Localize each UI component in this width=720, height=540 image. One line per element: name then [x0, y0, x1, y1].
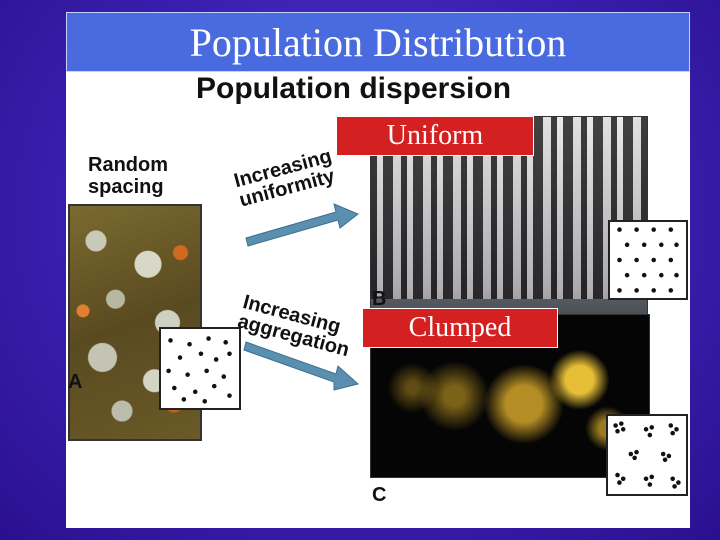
- uniform-caption: Uniform: [336, 116, 534, 156]
- panel-letter-a: A: [68, 371, 83, 393]
- random-label-line2: spacing: [88, 176, 164, 198]
- random-label-line1: Random: [88, 154, 168, 176]
- aggregation-arrow: [243, 341, 360, 391]
- figure-heading: Population dispersion: [196, 72, 512, 105]
- slide-title: Population Distribution: [66, 12, 690, 72]
- uniformity-arrow: [245, 203, 359, 247]
- clumped-caption: Clumped: [362, 308, 558, 348]
- clumped-dot-pattern: [606, 414, 688, 496]
- uniform-dots-svg: [617, 227, 679, 293]
- random-dot-pattern: [159, 327, 241, 410]
- clumped-dots-svg: [613, 421, 681, 489]
- panel-letter-b: B: [372, 288, 387, 310]
- panel-letter-c: C: [372, 484, 387, 506]
- figure-panel: Population dispersion Random spacing A I…: [66, 72, 690, 528]
- lichen-photo: [68, 204, 202, 441]
- random-spacing-label: Random spacing: [88, 154, 168, 198]
- uniform-dot-pattern: [608, 220, 688, 300]
- random-dots-svg: [166, 336, 232, 404]
